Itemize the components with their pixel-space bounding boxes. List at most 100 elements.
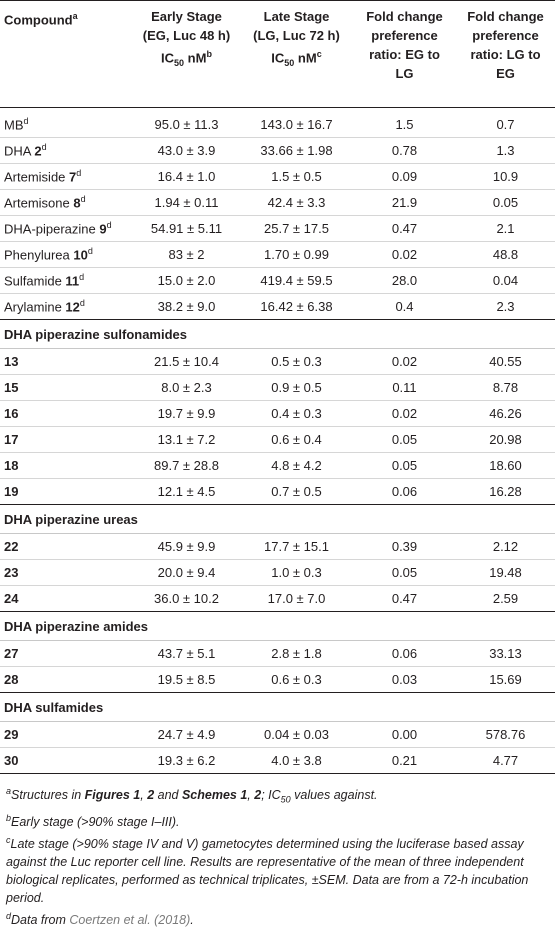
table-row: 29 24.7 ± 4.9 0.04 ± 0.03 0.00 578.76 (0, 721, 555, 748)
compound-activity-table: Compounda Early Stage (EG, Luc 48 h) IC5… (0, 0, 555, 774)
section-title: DHA sulfamides (0, 692, 555, 722)
late-stage-ic50: 0.04 ± 0.03 (240, 721, 353, 748)
ratio-lg-to-eg: 2.1 (456, 215, 555, 242)
ratio-lg-to-eg: 20.98 (456, 426, 555, 453)
table-row: 28 19.5 ± 8.5 0.6 ± 0.3 0.03 15.69 (0, 666, 555, 693)
early-stage-ic50: 13.1 ± 7.2 (133, 426, 240, 453)
compound-id-cell: 19 (0, 478, 133, 505)
early-stage-ic50: 83 ± 2 (133, 241, 240, 268)
table-row: 22 45.9 ± 9.9 17.7 ± 15.1 0.39 2.12 (0, 533, 555, 560)
compound-name: Sulfamide (4, 273, 66, 289)
late-stage-ic50: 25.7 ± 17.5 (240, 215, 353, 242)
ratio-eg-to-lg: 0.47 (353, 215, 456, 242)
table-row: Artemiside 7d 16.4 ± 1.0 1.5 ± 0.5 0.09 10.9 (0, 163, 555, 190)
early-stage-ic50: 54.91 ± 5.11 (133, 215, 240, 242)
table-body: MBd 95.0 ± 11.3 143.0 ± 16.7 1.5 0.7 DHA 2d 43… (0, 108, 555, 774)
compound-name: Artemiside (4, 169, 70, 185)
late-stage-ic50: 4.8 ± 4.2 (240, 452, 353, 479)
footnote-a: aStructures in Figures 1, 2 and Schemes … (6, 786, 378, 805)
table-row: MBd 95.0 ± 11.3 143.0 ± 16.7 1.5 0.7 (0, 108, 555, 138)
compound-name: Artemisone (4, 195, 74, 211)
table-row: Artemisone 8d 1.94 ± 0.11 42.4 ± 3.3 21.9 0.… (0, 189, 555, 216)
header-early-stage: Early Stage (EG, Luc 48 h) IC50 nMb (133, 0, 240, 108)
section-title: DHA piperazine sulfonamides (0, 319, 555, 349)
ratio-lg-to-eg: 0.7 (496, 117, 515, 132)
early-stage-ic50: 15.0 ± 2.0 (133, 267, 240, 294)
table-row: Arylamine 12d 38.2 ± 9.0 16.42 ± 6.38 0.4 2.… (0, 293, 555, 320)
early-stage-ic50: 19.5 ± 8.5 (133, 666, 240, 693)
compound-cell: DHA 2d (0, 137, 133, 164)
section-header: DHA piperazine sulfonamides (0, 319, 555, 349)
compound-id-cell: 18 (0, 452, 133, 479)
compound-id: 7 (69, 169, 77, 185)
ratio-lg-to-eg: 16.28 (456, 478, 555, 505)
early-stage-ic50: 43.0 ± 3.9 (133, 137, 240, 164)
late-stage-ic50: 0.7 ± 0.5 (240, 478, 353, 505)
late-stage-ic50: 1.5 ± 0.5 (240, 163, 353, 190)
early-stage-ic50: 24.7 ± 4.9 (133, 721, 240, 748)
ratio-eg-to-lg: 0.02 (353, 400, 456, 427)
compound-cell: Sulfamide 11d (0, 267, 133, 294)
compound-note: d (41, 142, 47, 153)
early-stage-ic50: 19.7 ± 9.9 (133, 400, 240, 427)
late-stage-ic50: 0.4 ± 0.3 (240, 400, 353, 427)
ratio-lg-to-eg: 19.48 (456, 559, 555, 586)
ratio-lg-to-eg: 40.55 (456, 348, 555, 375)
early-stage-ic50: 20.0 ± 9.4 (133, 559, 240, 586)
early-stage-ic50: 16.4 ± 1.0 (133, 163, 240, 190)
late-stage-ic50: 0.9 ± 0.5 (240, 374, 353, 401)
table-row: 19 12.1 ± 4.5 0.7 ± 0.5 0.06 16.28 (0, 478, 555, 505)
ratio-lg-to-eg: 18.60 (456, 452, 555, 479)
early-stage-ic50: 38.2 ± 9.0 (133, 293, 240, 320)
late-stage-ic50: 0.6 ± 0.3 (240, 666, 353, 693)
ratio-lg-to-eg: 2.3 (456, 293, 555, 320)
early-stage-ic50: 1.94 ± 0.11 (133, 189, 240, 216)
compound-id: 10 (73, 247, 88, 263)
ratio-lg-to-eg: 15.69 (456, 666, 555, 693)
compound-id-cell: 22 (0, 533, 133, 560)
ratio-lg-to-eg: 2.59 (456, 585, 555, 612)
table-row: Phenylurea 10d 83 ± 2 1.70 ± 0.99 0.02 48.8 (0, 241, 555, 268)
late-stage-ic50: 419.4 ± 59.5 (240, 267, 353, 294)
header-late-stage: Late Stage (LG, Luc 72 h) IC50 nMc (240, 0, 353, 108)
citation-link[interactable]: Coertzen et al. (2018) (69, 913, 191, 928)
late-stage-ic50: 17.0 ± 7.0 (240, 585, 353, 612)
compound-id-cell: 13 (0, 348, 133, 375)
ratio-eg-to-lg: 0.00 (353, 721, 456, 748)
ratio-eg-to-lg: 0.78 (353, 137, 456, 164)
table-row: 15 8.0 ± 2.3 0.9 ± 0.5 0.11 8.78 (0, 374, 555, 401)
compound-note: d (23, 116, 29, 127)
compound-id: 11 (65, 273, 80, 289)
ratio-eg-to-lg: 0.06 (353, 640, 456, 667)
section-header: DHA piperazine ureas (0, 504, 555, 534)
early-stage-ic50: 12.1 ± 4.5 (133, 478, 240, 505)
compound-name: DHA (4, 143, 35, 159)
ratio-eg-to-lg: 0.09 (353, 163, 456, 190)
compound-id: 8 (73, 195, 81, 211)
late-stage-ic50: 0.5 ± 0.3 (240, 348, 353, 375)
compound-note: d (79, 298, 85, 309)
section-title: DHA piperazine ureas (0, 504, 555, 534)
table-row: 27 43.7 ± 5.1 2.8 ± 1.8 0.06 33.13 (0, 640, 555, 667)
early-stage-ic50: 21.5 ± 10.4 (133, 348, 240, 375)
header-lg-to-eg: Fold change preference ratio: LG to EG (456, 0, 555, 108)
header-compound: Compounda (0, 0, 133, 108)
compound-cell: Artemiside 7d (0, 163, 133, 190)
late-stage-ic50: 33.66 ± 1.98 (240, 137, 353, 164)
table-row: 17 13.1 ± 7.2 0.6 ± 0.4 0.05 20.98 (0, 426, 555, 453)
compound-id-cell: 28 (0, 666, 133, 693)
ratio-eg-to-lg: 28.0 (353, 267, 456, 294)
compound-note: d (79, 272, 85, 283)
compound-name: MB (4, 117, 24, 133)
compound-cell: MBd (0, 108, 133, 138)
compound-name: DHA-piperazine (4, 221, 100, 237)
ratio-lg-to-eg: 0.04 (456, 267, 555, 294)
ratio-lg-to-eg: 46.26 (456, 400, 555, 427)
footnote-c: cLate stage (>90% stage IV and V) gameto… (6, 834, 529, 905)
footnote-d: dData from Coertzen et al. (2018). (6, 910, 194, 928)
ratio-eg-to-lg: 0.4 (353, 293, 456, 320)
table-row: 24 36.0 ± 10.2 17.0 ± 7.0 0.47 2.59 (0, 585, 555, 612)
ratio-lg-to-eg: 10.9 (456, 163, 555, 190)
ratio-eg-to-lg: 0.03 (353, 666, 456, 693)
